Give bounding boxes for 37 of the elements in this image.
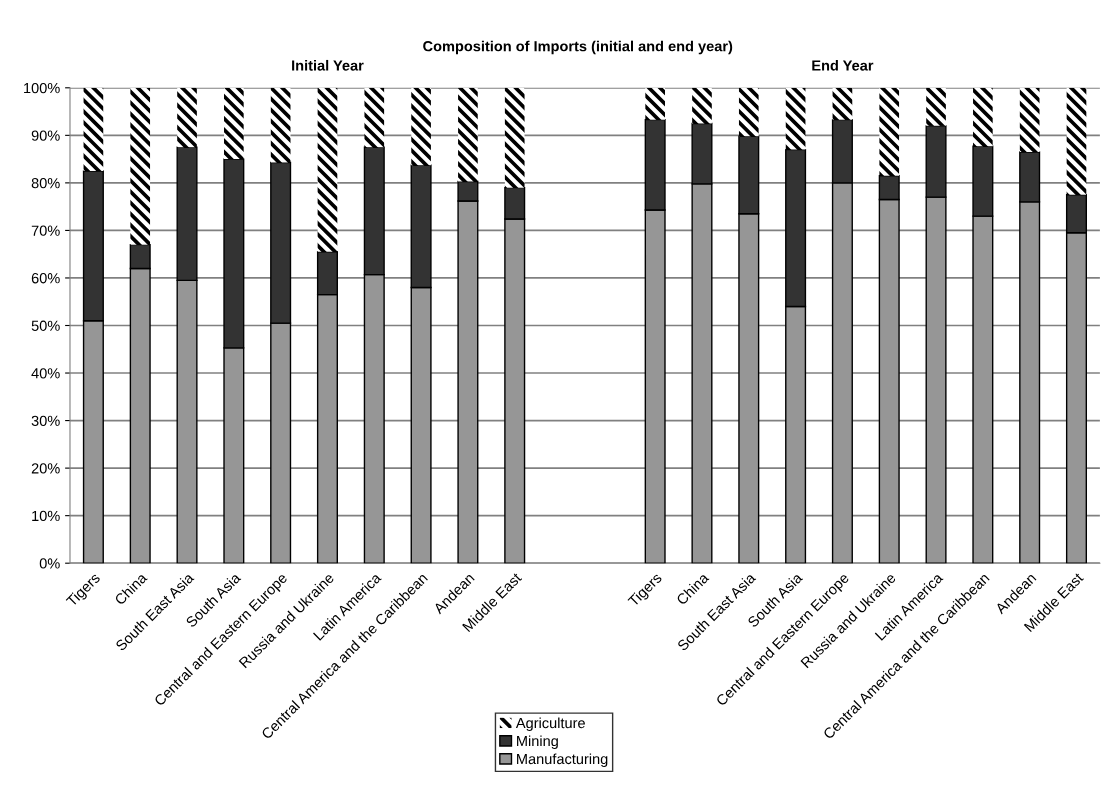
- y-tick-label: 80%: [31, 177, 60, 189]
- bar: [926, 87, 946, 126]
- text: Initial Year: [292, 59, 364, 71]
- y-tick-label: 20%: [31, 463, 60, 474]
- bar: [879, 87, 900, 176]
- y-tick-label: 60%: [31, 273, 60, 284]
- bar: [270, 87, 291, 163]
- y-tick-label: 50%: [31, 320, 60, 331]
- y-tick-label: 100%: [24, 82, 60, 94]
- bar: [177, 87, 197, 148]
- bar: [973, 87, 993, 147]
- bar: [785, 87, 806, 150]
- bar: [411, 87, 431, 166]
- legend-label: Mining: [517, 735, 558, 750]
- y-tick-label: 70%: [31, 225, 60, 236]
- bar: [738, 87, 759, 137]
- bar: [832, 87, 853, 120]
- y-tick-label: 40%: [31, 368, 60, 379]
- bar: [458, 87, 478, 182]
- legend-label: Manufacturing: [517, 753, 608, 768]
- chart-title: Composition of Imports (initial and end year): [423, 40, 733, 55]
- bar: [645, 87, 665, 120]
- bar: [1019, 87, 1040, 152]
- bar: [692, 87, 712, 124]
- bar: [83, 87, 104, 171]
- text: End Year: [812, 59, 874, 71]
- bar: [130, 87, 151, 245]
- bar: [1066, 87, 1087, 195]
- bar: [364, 87, 385, 148]
- legend-label: Agriculture: [515, 717, 585, 732]
- y-tick-label: 10%: [32, 510, 60, 522]
- bar: [504, 87, 525, 188]
- y-tick-label: 30%: [31, 415, 60, 426]
- bar: [317, 87, 338, 252]
- y-tick-label: 90%: [31, 130, 60, 141]
- bar: [224, 87, 244, 160]
- y-tick-label: 0%: [39, 558, 60, 569]
